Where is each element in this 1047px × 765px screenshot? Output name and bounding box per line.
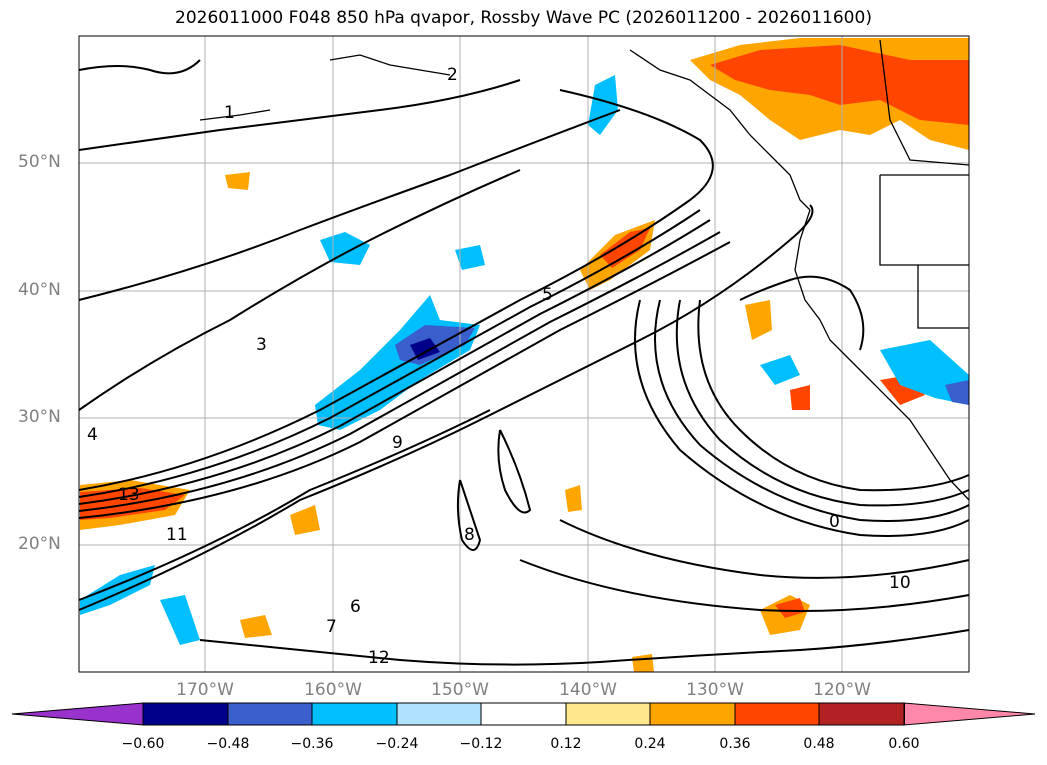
contour-label-5: 5 — [542, 285, 553, 305]
colorbar-bin — [227, 702, 313, 726]
colorbar-tick: 0.12 — [550, 736, 582, 752]
colorbar-bin — [142, 702, 229, 726]
contour-label-7: 7 — [326, 617, 337, 637]
colorbar-bin — [818, 702, 905, 726]
colorbar-extend-low — [11, 702, 144, 726]
lon-label-120w: 120°W — [813, 680, 871, 700]
colorbar-bin — [480, 702, 567, 726]
lon-label-160w: 160°W — [304, 680, 362, 700]
colorbar-tick: −0.36 — [290, 736, 334, 752]
lat-label-30: 30°N — [18, 407, 61, 427]
lon-label-150w: 150°W — [431, 680, 489, 700]
map-title: 2026011000 F048 850 hPa qvapor, Rossby W… — [175, 8, 872, 28]
contour-label-9: 9 — [392, 433, 403, 453]
colorbar-tick: −0.24 — [375, 736, 419, 752]
coastline — [199, 39, 970, 501]
contour-label-4: 4 — [87, 425, 98, 445]
contour-label-11: 11 — [166, 525, 188, 545]
colorbar-tick: −0.12 — [459, 736, 503, 752]
lat-label-40: 40°N — [18, 280, 61, 300]
lon-label-170w: 170°W — [176, 680, 234, 700]
colorbar-bin — [311, 702, 398, 726]
contour-label-12: 12 — [368, 648, 390, 668]
contour-label-8: 8 — [464, 525, 475, 545]
colorbar-tick: 0.60 — [888, 736, 920, 752]
colorbar-extend-high — [903, 702, 1036, 726]
colorbar — [11, 702, 1036, 726]
lon-label-130w: 130°W — [686, 680, 744, 700]
contour-labels: 0 1 2 3 4 5 6 7 8 9 10 11 12 13 — [87, 65, 911, 668]
colorbar-bin — [649, 702, 736, 726]
map-plot-area: 0 1 2 3 4 5 6 7 8 9 10 11 12 13 — [78, 35, 970, 673]
contour-label-2: 2 — [447, 65, 458, 85]
lat-label-20: 20°N — [18, 534, 61, 554]
contour-label-3: 3 — [256, 335, 267, 355]
colorbar-tick: −0.60 — [121, 736, 165, 752]
colorbar-bin — [734, 702, 820, 726]
colorbar-tick: 0.48 — [803, 736, 835, 752]
contour-label-6: 6 — [350, 597, 361, 617]
contour-label-0: 0 — [829, 512, 840, 532]
colorbar-tick: 0.36 — [719, 736, 751, 752]
qvapor-contours — [78, 59, 970, 666]
colorbar-bin — [565, 702, 651, 726]
lon-label-140w: 140°W — [559, 680, 617, 700]
colorbar-tick: −0.48 — [206, 736, 250, 752]
colorbar-tick: 0.24 — [634, 736, 666, 752]
colorbar-bin — [396, 702, 482, 726]
lat-label-50: 50°N — [18, 152, 61, 172]
contour-label-10: 10 — [889, 573, 911, 593]
contour-label-13: 13 — [118, 485, 140, 505]
contour-label-1: 1 — [224, 103, 235, 123]
